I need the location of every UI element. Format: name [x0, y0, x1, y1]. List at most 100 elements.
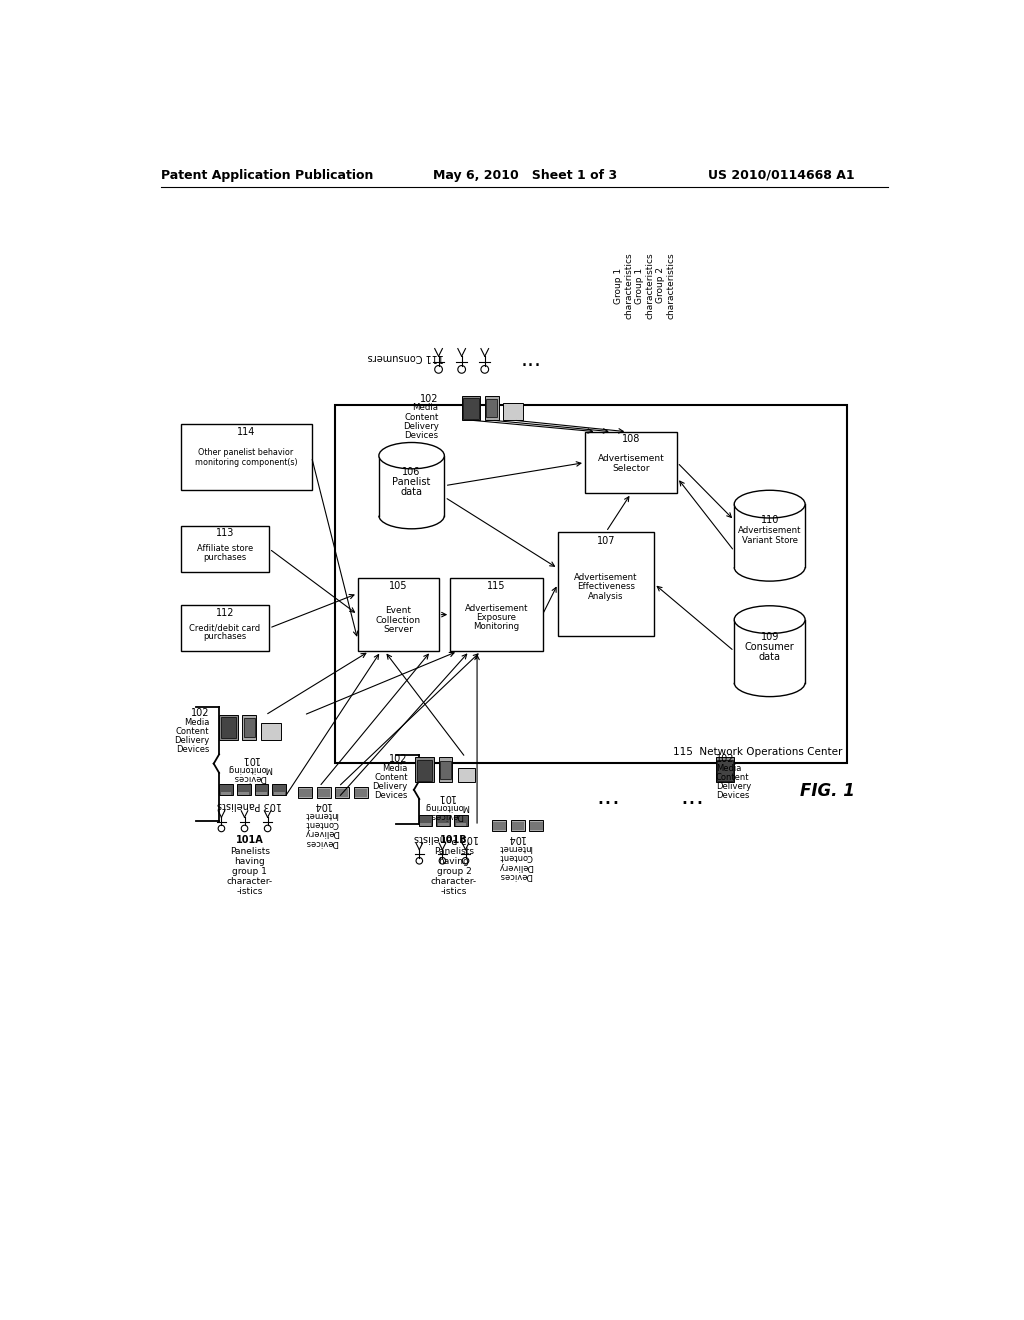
Bar — [219, 784, 233, 795]
Text: purchases: purchases — [203, 553, 247, 562]
Text: 102: 102 — [190, 708, 209, 718]
Text: Devices: Devices — [375, 792, 408, 800]
Bar — [734, 619, 805, 682]
Text: 109: 109 — [761, 632, 779, 643]
Text: ...: ... — [520, 350, 542, 370]
Bar — [438, 822, 449, 826]
Ellipse shape — [734, 606, 805, 634]
Text: Content: Content — [175, 727, 209, 735]
Bar — [219, 715, 238, 739]
Bar — [255, 784, 268, 795]
Bar — [180, 525, 269, 572]
Text: Server: Server — [383, 624, 413, 634]
Text: 102: 102 — [716, 754, 734, 764]
Bar — [420, 822, 431, 826]
Text: ...: ... — [681, 785, 705, 809]
Text: Monitoring: Monitoring — [473, 623, 519, 631]
Bar — [454, 816, 468, 826]
Text: 108: 108 — [622, 434, 640, 445]
Ellipse shape — [734, 490, 805, 517]
Text: Delivery: Delivery — [402, 422, 438, 430]
Bar — [484, 396, 499, 420]
Bar — [717, 760, 733, 780]
Bar — [272, 784, 286, 795]
Text: 115: 115 — [487, 581, 506, 591]
Bar — [317, 789, 330, 797]
Text: Event: Event — [385, 606, 411, 615]
Text: Delivery: Delivery — [174, 737, 209, 744]
Text: purchases: purchases — [203, 632, 247, 642]
Text: Advertisement: Advertisement — [738, 525, 802, 535]
Text: 112: 112 — [216, 607, 234, 618]
Bar — [243, 715, 256, 739]
Bar — [529, 820, 544, 830]
Text: Variant Store: Variant Store — [741, 536, 798, 545]
Text: FIG. 1: FIG. 1 — [801, 783, 855, 800]
Text: Devices: Devices — [404, 432, 438, 440]
Text: 107: 107 — [597, 536, 615, 546]
Text: 104: 104 — [312, 800, 331, 810]
Text: 106: 106 — [402, 467, 421, 477]
Text: Devices: Devices — [499, 871, 532, 879]
Text: Content: Content — [374, 774, 408, 781]
Text: Collection: Collection — [376, 615, 421, 624]
Bar — [273, 792, 285, 795]
Text: Content: Content — [716, 774, 750, 781]
Bar — [220, 718, 237, 738]
Bar — [336, 787, 349, 797]
Text: Exposure: Exposure — [476, 614, 516, 622]
Bar — [558, 532, 654, 636]
Bar — [335, 405, 847, 763]
Bar — [456, 822, 466, 826]
Bar — [530, 822, 543, 830]
Text: Internet: Internet — [499, 843, 532, 851]
Bar — [220, 792, 231, 795]
Text: Devices: Devices — [305, 838, 338, 846]
Bar — [462, 396, 480, 420]
Bar — [494, 822, 506, 830]
Text: Affiliate store: Affiliate store — [197, 544, 253, 553]
Text: Analysis: Analysis — [588, 591, 624, 601]
Text: group 2: group 2 — [436, 867, 471, 876]
Text: Selector: Selector — [612, 465, 650, 473]
Text: Patent Application Publication: Patent Application Publication — [162, 169, 374, 182]
Bar — [416, 758, 434, 781]
Bar — [298, 787, 312, 797]
Text: Advertisement: Advertisement — [598, 454, 665, 463]
Text: Content: Content — [404, 413, 438, 421]
Bar — [237, 784, 251, 795]
Bar — [417, 760, 432, 780]
Text: Group 1
characteristics: Group 1 characteristics — [635, 252, 654, 318]
Bar — [486, 399, 497, 417]
Bar — [316, 787, 331, 797]
Bar — [354, 789, 367, 797]
Text: Content: Content — [305, 820, 338, 828]
Text: Internet: Internet — [305, 810, 338, 818]
Bar — [379, 455, 444, 516]
Bar — [463, 397, 478, 418]
Text: Effectiveness: Effectiveness — [578, 582, 635, 591]
Text: character-: character- — [431, 876, 477, 886]
Text: Consumer: Consumer — [744, 643, 795, 652]
Text: Advertisement: Advertisement — [574, 573, 638, 582]
Text: -istics: -istics — [440, 887, 467, 896]
Bar — [357, 578, 438, 651]
Bar — [336, 789, 348, 797]
Text: Other panelist behavior: Other panelist behavior — [199, 449, 294, 458]
Bar — [436, 816, 451, 826]
Text: Devices: Devices — [716, 792, 750, 800]
Text: data: data — [759, 652, 780, 663]
Text: 101: 101 — [437, 792, 456, 803]
Bar — [493, 820, 506, 830]
Bar — [299, 789, 311, 797]
Bar — [180, 424, 311, 490]
Text: Delivery: Delivery — [304, 829, 339, 837]
Text: ...: ... — [596, 785, 620, 809]
Bar — [511, 820, 524, 830]
Bar — [451, 578, 543, 651]
Text: May 6, 2010   Sheet 1 of 3: May 6, 2010 Sheet 1 of 3 — [433, 169, 616, 182]
Bar — [354, 787, 368, 797]
Text: Devices: Devices — [176, 746, 209, 754]
Text: 115  Network Operations Center: 115 Network Operations Center — [674, 747, 843, 756]
Text: Panelist: Panelist — [392, 477, 431, 487]
